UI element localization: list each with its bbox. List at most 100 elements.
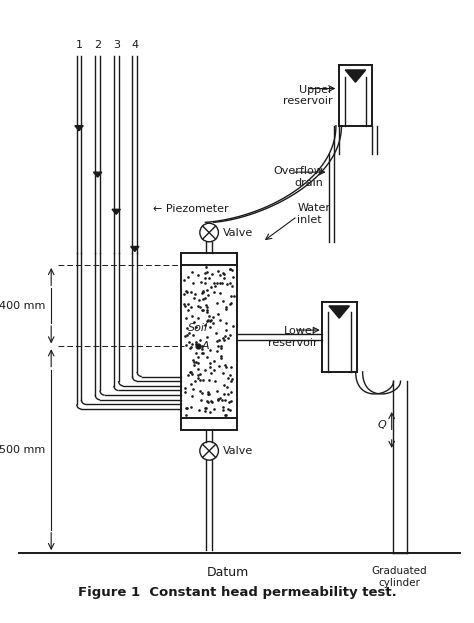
Point (204, 389, 212, 399)
Point (210, 278, 218, 288)
Point (217, 353, 224, 363)
Point (203, 305, 210, 315)
Point (185, 328, 192, 338)
Point (219, 402, 227, 412)
Text: Soil: Soil (188, 323, 209, 333)
Point (189, 391, 196, 401)
Point (218, 351, 225, 361)
Point (190, 293, 198, 303)
Point (196, 335, 204, 345)
Point (188, 379, 195, 389)
Point (217, 341, 225, 351)
Point (201, 273, 209, 283)
Point (187, 342, 194, 352)
Point (203, 352, 211, 362)
Point (207, 315, 215, 325)
Point (219, 333, 227, 343)
Point (220, 269, 228, 279)
Point (190, 360, 198, 370)
Point (205, 273, 213, 283)
Text: A: A (201, 341, 209, 351)
Point (207, 345, 214, 355)
Point (195, 405, 202, 415)
Point (220, 273, 228, 283)
Point (206, 316, 214, 326)
Point (204, 290, 211, 300)
Point (209, 318, 217, 328)
Text: Lower
reservoir: Lower reservoir (267, 326, 317, 348)
Point (226, 278, 234, 288)
Point (189, 278, 196, 288)
Point (201, 293, 209, 303)
Text: Graduated
cylinder: Graduated cylinder (372, 566, 428, 587)
Point (191, 376, 199, 386)
Point (199, 287, 206, 297)
Point (214, 386, 221, 396)
Point (187, 367, 194, 377)
Text: Datum: Datum (207, 566, 249, 579)
Point (203, 302, 211, 312)
Text: 2: 2 (94, 40, 101, 50)
Point (202, 262, 210, 272)
Point (216, 315, 224, 325)
Point (219, 268, 227, 278)
Point (194, 364, 201, 374)
Point (207, 407, 214, 417)
Bar (181, 254, 237, 265)
Point (189, 355, 196, 365)
Point (183, 403, 191, 413)
Point (189, 339, 196, 349)
Point (210, 287, 218, 297)
Point (195, 295, 203, 305)
Point (186, 343, 194, 353)
Point (199, 286, 207, 296)
Polygon shape (112, 209, 120, 214)
Point (230, 291, 237, 301)
Point (194, 313, 201, 323)
Point (219, 296, 227, 306)
Point (213, 346, 220, 356)
Point (189, 384, 197, 394)
Point (182, 411, 190, 421)
Point (183, 287, 191, 297)
Point (212, 328, 219, 338)
Point (214, 341, 221, 351)
Point (204, 397, 212, 407)
Point (223, 279, 230, 289)
Point (208, 269, 215, 279)
Point (198, 277, 205, 287)
Point (210, 356, 218, 366)
Point (219, 404, 227, 414)
Point (205, 375, 212, 385)
Point (228, 374, 236, 384)
Point (224, 333, 232, 343)
Point (211, 376, 219, 386)
Point (184, 305, 191, 315)
Point (216, 278, 223, 288)
Point (218, 343, 225, 353)
Point (202, 300, 210, 310)
Point (187, 367, 195, 377)
Text: 500 mm: 500 mm (0, 445, 46, 455)
Point (215, 394, 222, 404)
Point (202, 403, 210, 413)
Point (196, 302, 203, 312)
Polygon shape (329, 306, 349, 318)
Point (191, 289, 199, 299)
Point (215, 335, 223, 345)
Point (201, 268, 209, 278)
Point (186, 336, 193, 346)
Point (180, 299, 188, 309)
Polygon shape (75, 126, 83, 131)
Point (187, 302, 195, 312)
Point (199, 388, 206, 398)
Text: Valve: Valve (223, 446, 253, 456)
Point (189, 311, 196, 321)
Text: 1: 1 (75, 40, 82, 50)
Point (227, 264, 234, 274)
Point (209, 312, 217, 322)
Point (203, 332, 210, 342)
Point (192, 348, 200, 358)
Point (189, 330, 197, 340)
Point (207, 363, 214, 373)
